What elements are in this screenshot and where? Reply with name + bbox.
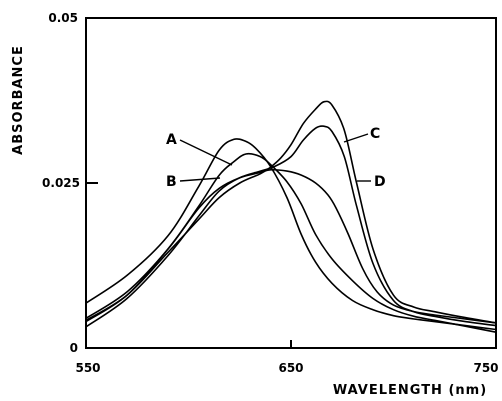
plot-frame bbox=[85, 17, 497, 349]
y-tick-label-0.025: 0.025 bbox=[42, 176, 80, 190]
y-tick-label-0.05: 0.05 bbox=[48, 11, 78, 25]
curve-label-a: A bbox=[166, 132, 177, 148]
curves-group bbox=[85, 100, 497, 333]
curve-b bbox=[85, 152, 497, 333]
curve-d bbox=[85, 100, 497, 324]
curve-c bbox=[85, 125, 497, 328]
curve-label-b: B bbox=[166, 174, 177, 190]
y-axis-label: ABSORBANCE bbox=[11, 45, 26, 155]
leader-line-a bbox=[179, 139, 233, 166]
x-tick-label-650: 650 bbox=[278, 361, 303, 375]
x-axis-label: WAVELENGTH (nm) bbox=[333, 383, 487, 398]
curve-label-d: D bbox=[374, 174, 386, 190]
y-tick-label-0: 0 bbox=[70, 341, 78, 355]
x-tick-label-550: 550 bbox=[75, 361, 100, 375]
x-tick-label-750: 750 bbox=[473, 361, 498, 375]
curve-label-c: C bbox=[370, 126, 380, 142]
curve-unlabeled-4 bbox=[85, 168, 497, 324]
leader-line-c bbox=[343, 133, 369, 143]
leader-line-b bbox=[179, 177, 221, 182]
curve-a bbox=[85, 138, 497, 331]
